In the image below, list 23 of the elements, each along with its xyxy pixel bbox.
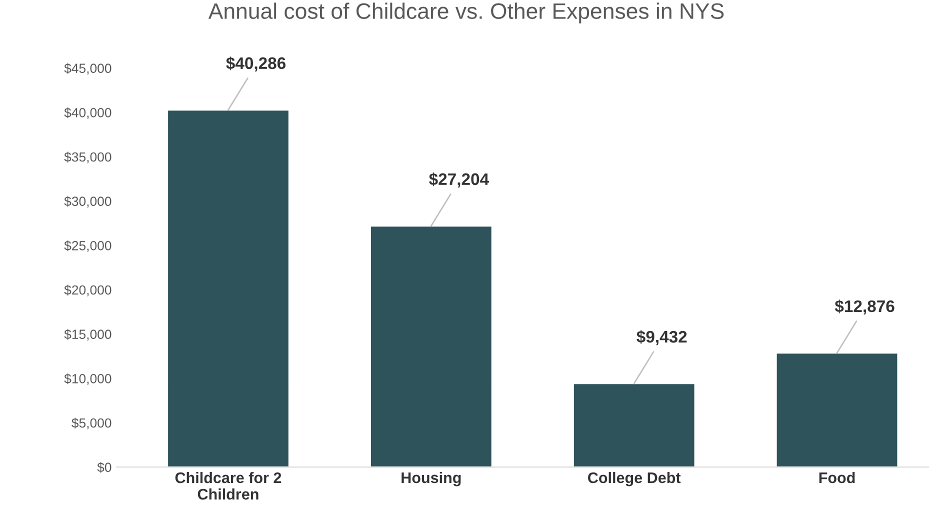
y-tick-label: $10,000 bbox=[64, 373, 112, 385]
bar bbox=[166, 109, 290, 468]
y-tick-label: $0 bbox=[97, 462, 112, 473]
y-tick-label: $40,000 bbox=[64, 107, 112, 119]
x-tick-label: Childcare for 2 Children bbox=[175, 472, 282, 500]
bar bbox=[370, 225, 493, 468]
y-tick-label: $25,000 bbox=[64, 240, 112, 252]
data-label: $12,876 bbox=[834, 300, 894, 315]
y-tick-label: $5,000 bbox=[72, 418, 112, 430]
chart-title: Annual cost of Childcare vs. Other Expenses in NYS bbox=[208, 2, 724, 24]
x-tick-label: Food bbox=[819, 472, 855, 484]
data-label: $9,432 bbox=[636, 330, 687, 346]
bar bbox=[775, 352, 899, 468]
x-tick-label: College Debt bbox=[588, 472, 681, 486]
y-tick-label: $15,000 bbox=[64, 329, 112, 341]
y-tick-label: $20,000 bbox=[64, 284, 112, 296]
data-label: $27,204 bbox=[429, 172, 489, 188]
y-tick-label: $30,000 bbox=[64, 196, 112, 208]
bar bbox=[572, 382, 696, 468]
x-tick-label: Housing bbox=[402, 472, 461, 486]
data-label: $40,286 bbox=[226, 56, 286, 72]
y-tick-label: $35,000 bbox=[64, 152, 112, 164]
y-tick-label: $45,000 bbox=[64, 63, 112, 75]
